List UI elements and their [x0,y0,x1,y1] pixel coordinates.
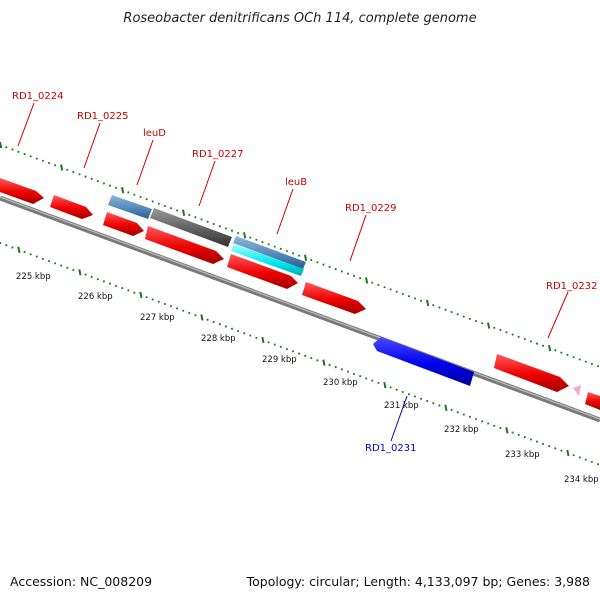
RD1_0227-leader [198,160,216,207]
gene-label-leuD[interactable]: leuD [143,128,166,139]
major-tick [182,209,186,216]
leuD-cds-arrow[interactable] [103,212,144,236]
leuD-leader [136,139,154,186]
RD1_0227-cds-arrow[interactable] [145,226,224,264]
gene-label-RD1_0231[interactable]: RD1_0231 [365,443,416,454]
leuB-leader [276,188,294,235]
major-tick [322,359,326,366]
scale-label: 231 kbp [384,401,419,411]
scale-labels: 225 kbp 226 kbp 227 kbp 228 kbp 229 kbp … [16,272,599,485]
RD1_0232-cds-arrow[interactable] [494,354,569,392]
major-tick [487,322,491,329]
leuB-feature-bar[interactable] [233,236,306,269]
accession-text: Accession: NC_008209 [10,574,152,589]
RD1_0224-leader [17,102,35,147]
leuB-cds-arrow[interactable] [227,254,298,289]
major-tick [566,449,570,457]
next-gene-cds-arrow[interactable] [585,392,600,410]
RD1_0227-feature-bar[interactable] [150,208,232,247]
gene-label-RD1_0225[interactable]: RD1_0225 [77,111,128,122]
map-title: Roseobacter denitrificans OCh 114, compl… [123,11,476,26]
genome-summary-text: Topology: circular; Length: 4,133,097 bp… [246,574,590,589]
major-tick [121,186,125,194]
RD1_0225-cds-arrow[interactable] [50,195,93,219]
forward-tick-row [0,141,600,368]
RD1_0225-leader [83,122,101,169]
gene-label-RD1_0224[interactable]: RD1_0224 [12,91,63,102]
leuD-feature-bar[interactable] [108,195,152,219]
scale-label: 229 kbp [262,355,297,365]
scale-label: 228 kbp [201,334,236,344]
label-leaders [17,102,569,442]
major-tick [261,336,265,344]
scale-label: 225 kbp [16,272,51,282]
major-tick [505,427,509,434]
major-tick [444,404,448,411]
scale-tick-row [0,241,600,466]
gene-label-RD1_0229[interactable]: RD1_0229 [345,203,396,214]
major-tick [365,277,369,284]
major-tick [243,232,247,239]
gene-label-leuB[interactable]: leuB [285,177,307,188]
RD1_0231-cds-arrow[interactable] [373,337,474,386]
RD1_0229-cds-arrow[interactable] [302,282,366,314]
major-tick [426,299,430,307]
major-tick [78,269,82,276]
scale-label: 230 kbp [323,378,358,388]
major-tick [383,381,387,389]
major-tick [0,141,3,149]
gene-labels: RD1_0224 RD1_0225 leuD RD1_0227 leuB RD1… [12,91,597,454]
major-tick [17,246,21,253]
major-tick [548,344,552,352]
major-tick [200,314,204,321]
scale-label: 227 kbp [140,313,175,323]
scale-label: 232 kbp [444,425,479,435]
scale-label: 233 kbp [505,450,540,460]
gene-label-RD1_0227[interactable]: RD1_0227 [192,149,243,160]
RD1_0231-leader [390,395,408,442]
major-tick [304,254,308,262]
pink-feature-marker [573,385,581,396]
RD1_0224-cds-arrow[interactable] [0,178,44,204]
scale-label: 234 kbp [564,475,599,485]
RD1_0232-leader [547,291,569,339]
RD1_0229-leader [349,214,367,262]
scale-label: 226 kbp [78,292,113,302]
major-tick [139,291,143,299]
major-tick [60,164,64,171]
gene-label-RD1_0232[interactable]: RD1_0232 [546,281,597,292]
genome-backbone [0,195,600,423]
leuB-cyan-bar[interactable] [231,244,304,276]
